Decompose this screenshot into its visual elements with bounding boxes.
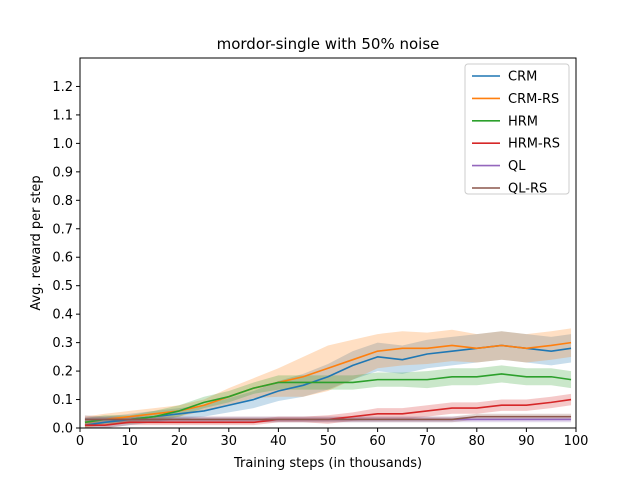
band-crm xyxy=(84,331,572,428)
x-tick-label: 10 xyxy=(121,434,138,449)
legend-label: CRM-RS xyxy=(508,92,559,107)
x-tick-label: 50 xyxy=(320,434,337,449)
series-line-hrm xyxy=(84,373,572,424)
y-tick-label: 0.5 xyxy=(52,279,73,294)
y-tick-label: 1.1 xyxy=(52,108,73,123)
y-tick-label: 1.2 xyxy=(52,80,73,95)
legend-label: QL xyxy=(508,159,526,174)
y-tick-label: 0.9 xyxy=(52,165,73,180)
x-axis-ticks: 0 10 20 30 40 50 60 70 80 90 100 xyxy=(76,428,589,449)
y-tick-label: 1.0 xyxy=(52,137,73,152)
y-axis-title: Avg. reward per step xyxy=(29,175,44,310)
y-tick-label: 0.0 xyxy=(52,422,73,437)
x-tick-label: 30 xyxy=(221,434,238,449)
y-tick-label: 0.4 xyxy=(52,308,73,323)
y-tick-label: 0.3 xyxy=(52,336,73,351)
y-tick-label: 0.1 xyxy=(52,393,73,408)
series-lines xyxy=(84,341,572,426)
chart-title: mordor-single with 50% noise xyxy=(217,35,440,53)
y-tick-label: 0.6 xyxy=(52,251,73,266)
legend-label: CRM xyxy=(508,70,537,85)
legend-box xyxy=(464,63,570,195)
x-tick-label: 100 xyxy=(564,434,589,449)
y-tick-label: 0.7 xyxy=(52,222,73,237)
x-tick-label: 70 xyxy=(419,434,436,449)
x-tick-label: 0 xyxy=(76,434,84,449)
x-axis-title: Training steps (in thousands) xyxy=(233,456,422,471)
legend-label: HRM xyxy=(508,114,538,129)
series-line-ql-rs xyxy=(84,415,572,421)
legend: CRM CRM-RS HRM HRM-RS QL QL-RS xyxy=(464,63,570,197)
band-hrm xyxy=(84,365,572,427)
x-tick-label: 20 xyxy=(171,434,188,449)
legend-label: QL-RS xyxy=(508,182,547,197)
y-axis-ticks: 0.0 0.1 0.2 0.3 0.4 0.5 0.6 0.7 0.8 0.9 1.0 1.1 1.2 xyxy=(52,80,80,437)
x-tick-label: 60 xyxy=(369,434,386,449)
legend-label: HRM-RS xyxy=(508,137,560,152)
x-tick-label: 80 xyxy=(469,434,486,449)
y-tick-label: 0.2 xyxy=(52,365,73,380)
x-tick-label: 40 xyxy=(270,434,287,449)
x-tick-label: 90 xyxy=(518,434,535,449)
y-tick-label: 0.8 xyxy=(52,194,73,209)
series-line-crm-rs xyxy=(84,341,572,424)
band-crm-rs xyxy=(84,328,572,428)
